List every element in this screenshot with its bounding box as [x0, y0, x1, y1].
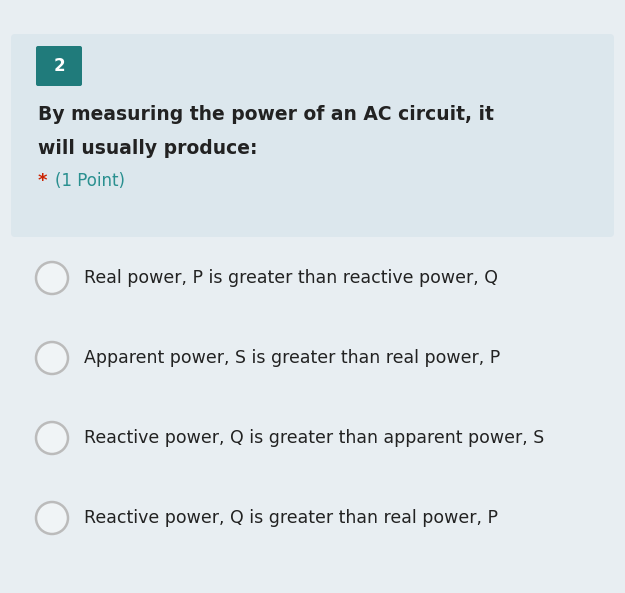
Text: will usually produce:: will usually produce: [38, 139, 258, 158]
Text: (1 Point): (1 Point) [55, 172, 125, 190]
Circle shape [36, 342, 68, 374]
Text: Real power, P is greater than reactive power, Q: Real power, P is greater than reactive p… [84, 269, 498, 287]
Circle shape [36, 422, 68, 454]
Circle shape [36, 262, 68, 294]
Text: Reactive power, Q is greater than apparent power, S: Reactive power, Q is greater than appare… [84, 429, 544, 447]
FancyBboxPatch shape [36, 46, 82, 86]
Text: Apparent power, S is greater than real power, P: Apparent power, S is greater than real p… [84, 349, 500, 367]
Circle shape [36, 502, 68, 534]
Text: *: * [38, 172, 48, 190]
Text: Reactive power, Q is greater than real power, P: Reactive power, Q is greater than real p… [84, 509, 498, 527]
Text: By measuring the power of an AC circuit, it: By measuring the power of an AC circuit,… [38, 104, 494, 123]
FancyBboxPatch shape [11, 34, 614, 237]
Text: 2: 2 [53, 57, 65, 75]
